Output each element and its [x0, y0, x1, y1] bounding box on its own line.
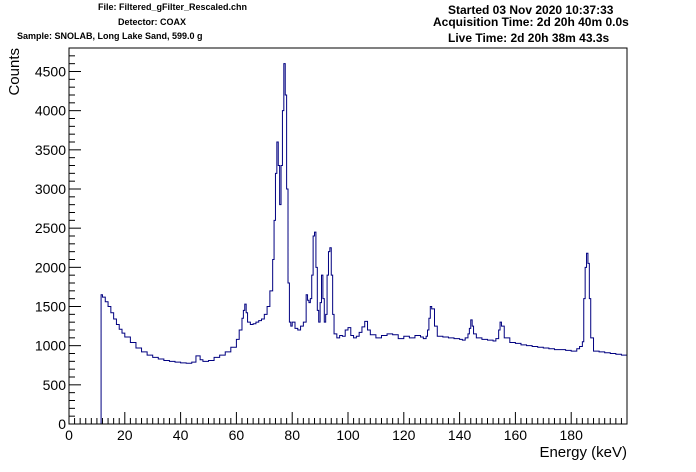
- y-axis-ticks: 0 500 1000 1500 2000 2500 3000 3500 4000 4500: [35, 47, 81, 432]
- y-tick-label: 1500: [35, 299, 66, 315]
- sample-label: Sample: SNOLAB, Long Lake Sand, 599.0 g: [17, 31, 203, 41]
- x-tick-label: 100: [336, 427, 360, 443]
- x-tick-label: 140: [448, 427, 472, 443]
- y-axis-label: Counts: [6, 48, 23, 96]
- x-tick-label: 20: [117, 427, 133, 443]
- y-tick-label: 4500: [35, 64, 66, 80]
- x-tick-label: 180: [560, 427, 584, 443]
- x-tick-label: 80: [284, 427, 300, 443]
- started-label: Started 03 Nov 2020 10:37:33: [448, 3, 614, 17]
- x-axis-label: Energy (keV): [539, 444, 627, 461]
- y-tick-label: 3500: [35, 142, 66, 158]
- y-tick-label: 0: [58, 416, 66, 432]
- y-tick-label: 3000: [35, 181, 66, 197]
- detector-label: Detector: COAX: [118, 17, 187, 27]
- y-tick-label: 500: [43, 377, 67, 393]
- spectrum-series-line: [100, 63, 627, 424]
- x-axis-ticks: 0 20 40 60 80 100 120 140 160 180: [65, 412, 628, 443]
- live-time-label: Live Time: 2d 20h 38m 43.3s: [448, 31, 610, 45]
- plot-frame: [68, 47, 628, 425]
- x-tick-label: 60: [229, 427, 245, 443]
- acquisition-time-label: Acquisition Time: 2d 20h 40m 0.0s: [433, 15, 629, 29]
- y-tick-label: 2000: [35, 259, 66, 275]
- y-tick-label: 2500: [35, 220, 66, 236]
- x-tick-label: 120: [392, 427, 416, 443]
- y-tick-label: 4000: [35, 103, 66, 119]
- file-label: File: Filtered_gFilter_Rescaled.chn: [98, 2, 248, 12]
- x-tick-label: 160: [504, 427, 528, 443]
- y-tick-label: 1000: [35, 338, 66, 354]
- x-tick-label: 40: [173, 427, 189, 443]
- x-tick-label: 0: [65, 427, 73, 443]
